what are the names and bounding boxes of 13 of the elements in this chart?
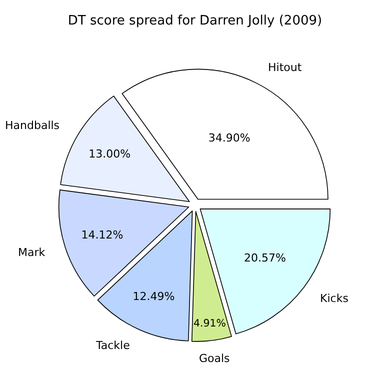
data-label: 20.57%	[244, 251, 286, 264]
chart-title: DT score spread for Darren Jolly (2009)	[68, 14, 322, 29]
slice-label: Kicks	[320, 292, 349, 305]
data-label: 13.00%	[88, 147, 131, 160]
slice-label: Hitout	[268, 61, 302, 74]
slice-label: Mark	[18, 246, 46, 259]
data-label: 14.12%	[81, 228, 124, 242]
data-label: 12.49%	[132, 290, 175, 304]
slice-label: Tackle	[95, 339, 130, 352]
slice-label: Goals	[199, 352, 230, 365]
data-label: 4.91%	[194, 318, 226, 330]
data-label: 34.90%	[208, 132, 250, 145]
slice-label: Handballs	[5, 119, 60, 132]
